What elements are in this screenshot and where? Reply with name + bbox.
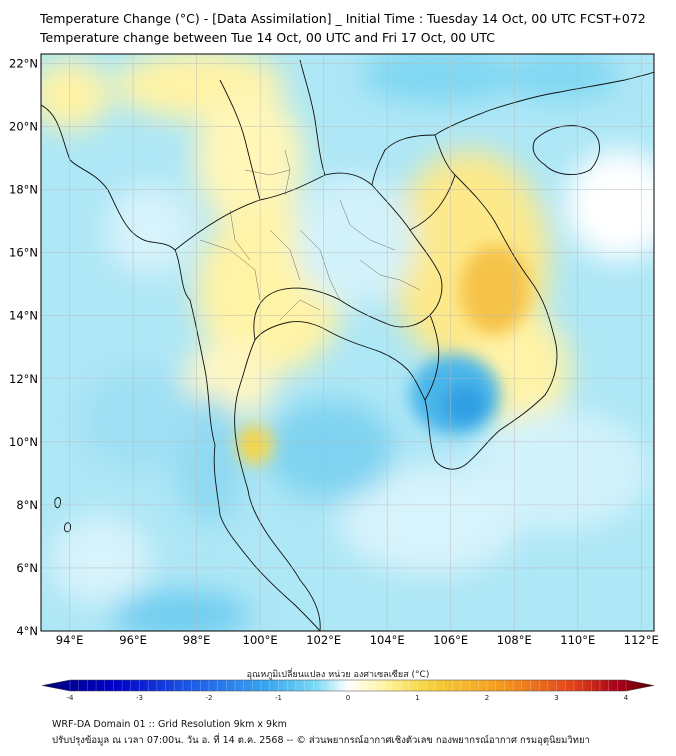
lon-tick-label: 102°E [306,633,341,647]
lat-tick-label: 22°N [9,56,38,70]
map-frame [40,53,655,632]
colorbar-tick-label: 1 [415,694,419,702]
lat-tick-label: 10°N [9,435,38,449]
lon-tick-label: 110°E [560,633,595,647]
longitude-axis: 94°E 96°E 98°E 100°E 102°E 104°E 106°E 108°E 110… [56,633,659,647]
colorbar-label: อุณหภูมิเปลี่ยนแปลง หน่วย องศาเซลเซียส (… [246,670,430,680]
colorbar-tick-label: -1 [275,694,282,702]
lat-tick-label: 12°N [9,372,38,386]
colorbar-tick-label: -3 [136,694,143,702]
lon-tick-label: 96°E [119,633,147,647]
lon-tick-label: 108°E [497,633,532,647]
colorbar-tick-label: 2 [485,694,489,702]
temperature-field [41,54,654,631]
colorbar-segments [69,680,627,691]
colorbar: -4 -3 -2 -1 0 1 2 3 4 [41,679,655,702]
title-line-1: Temperature Change (°C) - [Data Assimila… [40,11,646,26]
lon-tick-label: 100°E [243,633,278,647]
latitude-axis: 22°N 20°N 18°N 16°N 14°N 12°N 10°N 8°N 6°N 4°N [9,56,38,638]
colorbar-tick-label: -4 [67,694,75,702]
lon-tick-label: 106°E [433,633,468,647]
lon-tick-label: 112°E [624,633,659,647]
title-line-2: Temperature change between Tue 14 Oct, 0… [40,30,496,45]
lat-tick-label: 6°N [16,561,38,575]
lon-tick-label: 94°E [56,633,84,647]
coastlines [41,59,654,631]
lat-tick-label: 4°N [16,624,38,638]
province-borders [199,149,421,321]
lat-tick-label: 20°N [9,120,38,134]
colorbar-ticks: -4 -3 -2 -1 0 1 2 3 4 [67,694,629,702]
lon-tick-label: 104°E [370,633,405,647]
lat-tick-label: 8°N [16,498,38,512]
lon-tick-label: 98°E [183,633,211,647]
gridlines [41,54,654,632]
colorbar-tick-label: 3 [554,694,558,702]
lat-tick-label: 16°N [9,246,38,260]
colorbar-tick-label: 0 [346,694,350,702]
colorbar-tick-label: 4 [624,694,629,702]
footer-line-1: WRF-DA Domain 01 :: Grid Resolution 9km … [52,719,287,730]
lat-tick-label: 18°N [9,183,38,197]
footer-line-2: ปรับปรุงข้อมูล ณ เวลา 07:00น. วัน อ. ที่… [52,735,590,746]
lat-tick-label: 14°N [9,309,38,323]
colorbar-tick-label: -2 [206,694,213,702]
